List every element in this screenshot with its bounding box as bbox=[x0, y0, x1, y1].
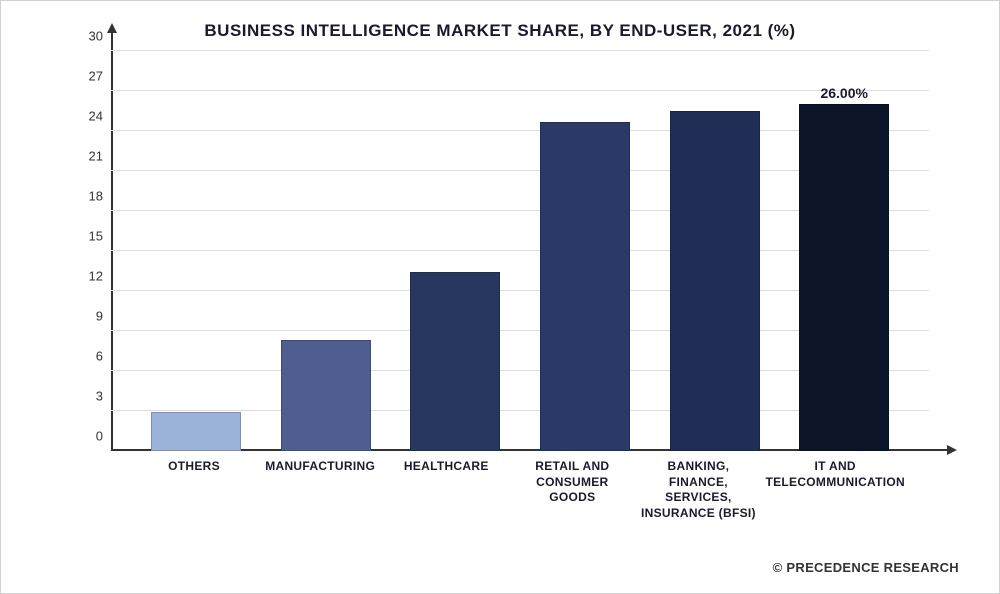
y-tick-label: 6 bbox=[96, 349, 103, 364]
bar-group bbox=[520, 122, 650, 451]
x-tick-label: BANKING, FINANCE, SERVICES, INSURANCE (B… bbox=[635, 459, 761, 521]
y-tick-label: 18 bbox=[89, 189, 103, 204]
bar-group bbox=[390, 272, 520, 451]
x-axis-arrow bbox=[947, 445, 957, 455]
y-tick-label: 3 bbox=[96, 389, 103, 404]
chart-title: BUSINESS INTELLIGENCE MARKET SHARE, BY E… bbox=[41, 21, 959, 41]
y-tick-label: 27 bbox=[89, 69, 103, 84]
y-tick-label: 9 bbox=[96, 309, 103, 324]
x-axis-labels: OTHERSMANUFACTURINGHEALTHCARERETAIL AND … bbox=[111, 459, 929, 521]
y-tick-label: 12 bbox=[89, 269, 103, 284]
bar-value-label: 26.00% bbox=[820, 85, 867, 101]
y-tick-label: 24 bbox=[89, 109, 103, 124]
y-tick-label: 15 bbox=[89, 229, 103, 244]
x-tick-label: RETAIL AND CONSUMER GOODS bbox=[509, 459, 635, 521]
y-axis: 036912151821242730 bbox=[71, 51, 111, 451]
x-tick-label: IT AND TELECOMMUNICATION bbox=[761, 459, 909, 521]
y-axis-arrow bbox=[107, 23, 117, 33]
chart-container: BUSINESS INTELLIGENCE MARKET SHARE, BY E… bbox=[41, 21, 959, 573]
x-tick-label: MANUFACTURING bbox=[257, 459, 383, 521]
bar-group bbox=[650, 111, 780, 451]
bar: 26.00% bbox=[799, 104, 889, 451]
plot-area: 036912151821242730 26.00% bbox=[111, 51, 929, 451]
attribution-text: © PRECEDENCE RESEARCH bbox=[773, 560, 959, 575]
x-tick-label: HEALTHCARE bbox=[383, 459, 509, 521]
bar-group: 26.00% bbox=[779, 104, 909, 451]
y-tick-label: 21 bbox=[89, 149, 103, 164]
bar bbox=[410, 272, 500, 451]
bar-group bbox=[131, 412, 261, 451]
bar bbox=[540, 122, 630, 451]
bar bbox=[670, 111, 760, 451]
x-tick-label: OTHERS bbox=[131, 459, 257, 521]
bar bbox=[151, 412, 241, 451]
y-tick-label: 0 bbox=[96, 429, 103, 444]
bars-group: 26.00% bbox=[111, 51, 929, 451]
y-tick-label: 30 bbox=[89, 29, 103, 44]
bar-group bbox=[261, 340, 391, 451]
bar bbox=[281, 340, 371, 451]
